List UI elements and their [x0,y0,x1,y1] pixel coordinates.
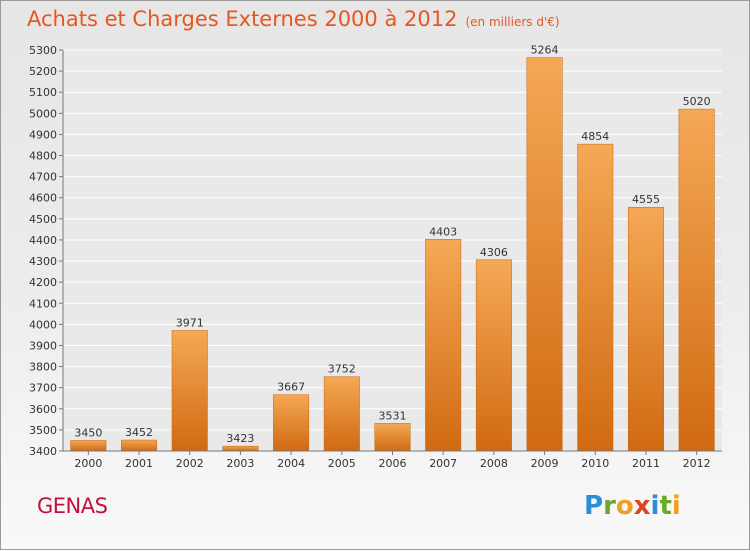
x-tick-label: 2011 [632,457,660,470]
y-tick-label: 4800 [29,150,57,163]
bar [577,143,614,452]
x-tick-label: 2009 [531,457,559,470]
y-tick-label: 3900 [29,339,57,352]
x-tick-label: 2008 [480,457,508,470]
data-label: 4854 [581,130,609,143]
y-tick-label: 4900 [29,128,57,141]
y-tick-label: 4000 [29,318,57,331]
bar [273,394,310,452]
x-tick-label: 2001 [125,457,153,470]
y-tick-label: 5000 [29,107,57,120]
chart-title: Achats et Charges Externes 2000 à 2012 (e… [27,7,560,31]
bar [374,423,411,452]
y-tick-label: 3600 [29,403,57,416]
bar [70,440,107,452]
x-tick-label: 2010 [581,457,609,470]
city-name: GENAS [37,494,108,518]
y-tick-label: 4500 [29,213,57,226]
title-text: Achats et Charges Externes 2000 à 2012 [27,7,458,31]
logo-letter: i [650,491,660,521]
data-label: 5020 [683,95,711,108]
x-tick-label: 2003 [226,457,254,470]
logo-letter: i [671,491,681,521]
y-tick-label: 5100 [29,86,57,99]
data-label: 3667 [277,381,305,394]
y-tick-label: 5300 [29,44,57,57]
y-tick-label: 4700 [29,171,57,184]
y-tick-label: 5200 [29,65,57,78]
bar [627,206,664,452]
logo-letter: x [633,491,651,521]
bar [121,439,158,452]
data-label: 3423 [226,432,254,445]
data-label: 3531 [379,409,407,422]
data-label: 3971 [176,316,204,329]
y-tick-label: 4600 [29,192,57,205]
logo-letter: o [615,491,634,521]
data-label: 4306 [480,246,508,259]
y-tick-label: 3700 [29,382,57,395]
unit-subtitle: (en milliers d'€) [465,15,560,29]
y-tick-label: 4300 [29,255,57,268]
bar [526,57,563,452]
bar [323,376,360,452]
data-label: 5264 [531,44,559,57]
y-tick-label: 3800 [29,361,57,374]
bar [475,259,512,452]
y-tick-label: 4200 [29,276,57,289]
x-tick-label: 2007 [429,457,457,470]
y-tick-label: 4100 [29,297,57,310]
data-label: 3452 [125,426,153,439]
x-tick-label: 2006 [379,457,407,470]
bar [678,108,715,452]
x-tick-label: 2005 [328,457,356,470]
y-tick-label: 4400 [29,234,57,247]
bar [171,330,208,452]
proxiti-logo: Proxiti [584,491,681,521]
x-tick-label: 2002 [176,457,204,470]
logo-letter: r [603,491,616,521]
plot-area [63,50,722,451]
x-tick-label: 2004 [277,457,305,470]
data-label: 4555 [632,193,660,206]
logo-letter: t [659,491,672,521]
y-tick-label: 3500 [29,424,57,437]
bar [222,445,259,452]
data-label: 3450 [74,426,102,439]
x-tick-label: 2012 [683,457,711,470]
bar [425,239,462,452]
data-label: 3752 [328,363,356,376]
x-tick-label: 2000 [74,457,102,470]
logo-letter: P [584,491,604,521]
data-label: 4403 [429,225,457,238]
y-tick-label: 3400 [29,445,57,458]
